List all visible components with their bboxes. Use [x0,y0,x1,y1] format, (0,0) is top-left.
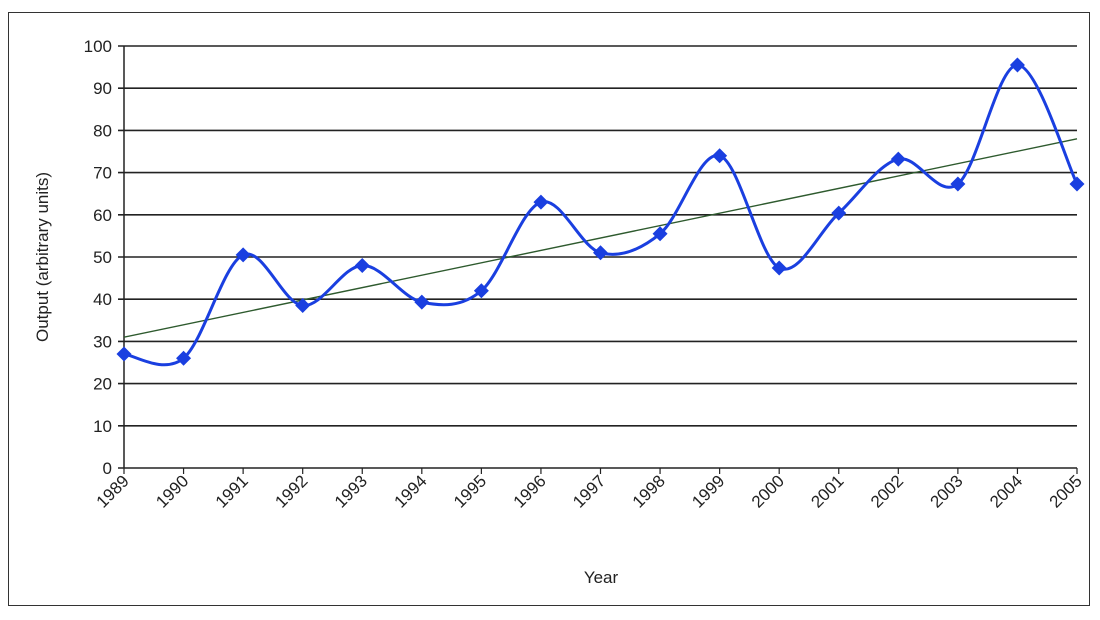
y-tick-label: 70 [93,164,112,183]
data-point-diamond [295,298,311,314]
x-tick-label: 1995 [450,471,490,511]
chart-frame [8,12,1090,606]
series-line-output [123,63,1079,367]
y-tick-label: 90 [93,79,112,98]
y-tick-label: 100 [84,37,112,56]
y-tick-label: 0 [103,459,112,478]
x-tick-label: 2005 [1046,471,1086,511]
x-tick-label: 1992 [271,471,311,511]
x-tick-label: 1998 [629,471,669,511]
data-point-diamond [533,194,549,210]
x-tick-label: 2000 [748,471,788,511]
x-tick-label: 1999 [688,471,728,511]
data-point-diamond [771,260,787,276]
data-point-diamond [1069,176,1085,192]
data-point-diamond [473,283,489,299]
data-point-diamond [354,257,370,273]
x-tick-label: 1996 [510,471,550,511]
x-axis-title: Year [584,568,619,587]
data-point-diamond [1009,57,1025,73]
data-point-diamond [652,226,668,242]
y-tick-label: 50 [93,248,112,267]
y-tick-label: 60 [93,206,112,225]
x-tick-label: 1989 [93,471,133,511]
data-point-diamond [235,247,251,263]
data-point-diamond [414,294,430,310]
x-tick-label: 2001 [807,471,847,511]
data-point-diamond [890,151,906,167]
x-tick-label: 2003 [927,471,967,511]
data-point-diamond [593,245,608,261]
x-tick-label: 1994 [390,471,430,511]
x-tick-label: 1997 [569,471,609,511]
data-point-diamond [712,148,728,164]
y-tick-label: 30 [93,332,112,351]
x-tick-label: 1991 [212,471,252,511]
x-tick-label: 1993 [331,471,371,511]
y-tick-label: 20 [93,375,112,394]
data-point-diamond [950,176,966,192]
data-point-diamond [116,346,132,362]
data-point-diamond [831,205,847,221]
trend-line [123,138,1078,338]
y-tick-label: 10 [93,417,112,436]
data-point-diamond [176,350,192,366]
y-tick-label: 80 [93,121,112,140]
x-tick-label: 2002 [867,471,907,511]
y-axis-title: Output (arbitrary units) [33,172,52,342]
x-tick-label: 1990 [152,471,192,511]
x-tick-label: 2004 [986,471,1026,511]
y-tick-label: 40 [93,290,112,309]
